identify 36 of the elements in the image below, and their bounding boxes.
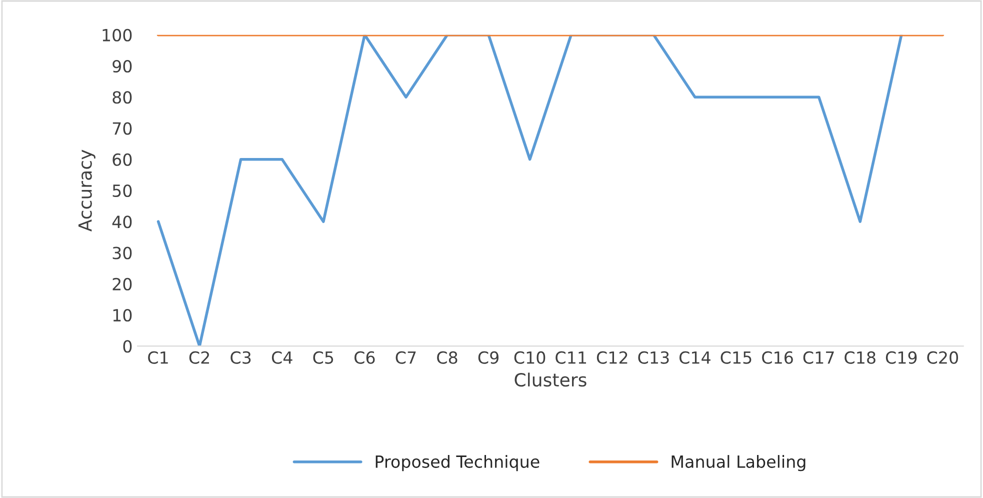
- x-tick-label: C12: [596, 351, 628, 364]
- x-tick-label: C5: [313, 351, 334, 364]
- x-tick-label: C16: [762, 351, 793, 364]
- x-tick-label: C2: [189, 351, 209, 364]
- x-tick-label: C3: [230, 351, 251, 364]
- y-tick-label: 50: [112, 184, 132, 198]
- x-tick-label: C9: [478, 351, 498, 364]
- x-tick-label: C15: [720, 351, 752, 364]
- x-tick-label: C19: [886, 351, 917, 364]
- x-tick-label: C17: [803, 351, 834, 364]
- y-tick-label: 70: [112, 122, 132, 135]
- legend-label: Proposed Technique: [376, 455, 540, 472]
- x-tick-label: C20: [927, 351, 958, 364]
- x-tick-label: C13: [638, 351, 669, 364]
- y-tick-label: 30: [112, 246, 132, 260]
- y-tick-label: 0: [123, 340, 132, 353]
- x-tick-label: C11: [556, 351, 586, 364]
- y-tick-label: 40: [112, 216, 132, 228]
- x-tick-label: C1: [148, 351, 168, 364]
- x-tick-label: C7: [396, 351, 416, 364]
- y-axis-title: Accuracy: [78, 150, 96, 232]
- y-tick-label: 90: [112, 60, 132, 73]
- x-tick-label: C4: [272, 351, 292, 364]
- x-tick-label: C8: [437, 351, 458, 364]
- x-tick-label: C18: [844, 351, 876, 364]
- y-tick-label: 10: [113, 308, 132, 322]
- x-axis-title: Clusters: [514, 372, 586, 387]
- x-tick-label: C14: [679, 351, 710, 364]
- line-series: [156, 34, 903, 346]
- x-tick-label: C10: [514, 351, 546, 364]
- y-tick-label: 100: [102, 28, 132, 42]
- y-tick-label: 20: [112, 278, 132, 290]
- legend-label: Manual Labeling: [672, 455, 806, 472]
- x-tick-label: C6: [354, 351, 375, 364]
- y-tick-label: 60: [112, 153, 132, 166]
- y-tick-label: 80: [112, 91, 132, 104]
